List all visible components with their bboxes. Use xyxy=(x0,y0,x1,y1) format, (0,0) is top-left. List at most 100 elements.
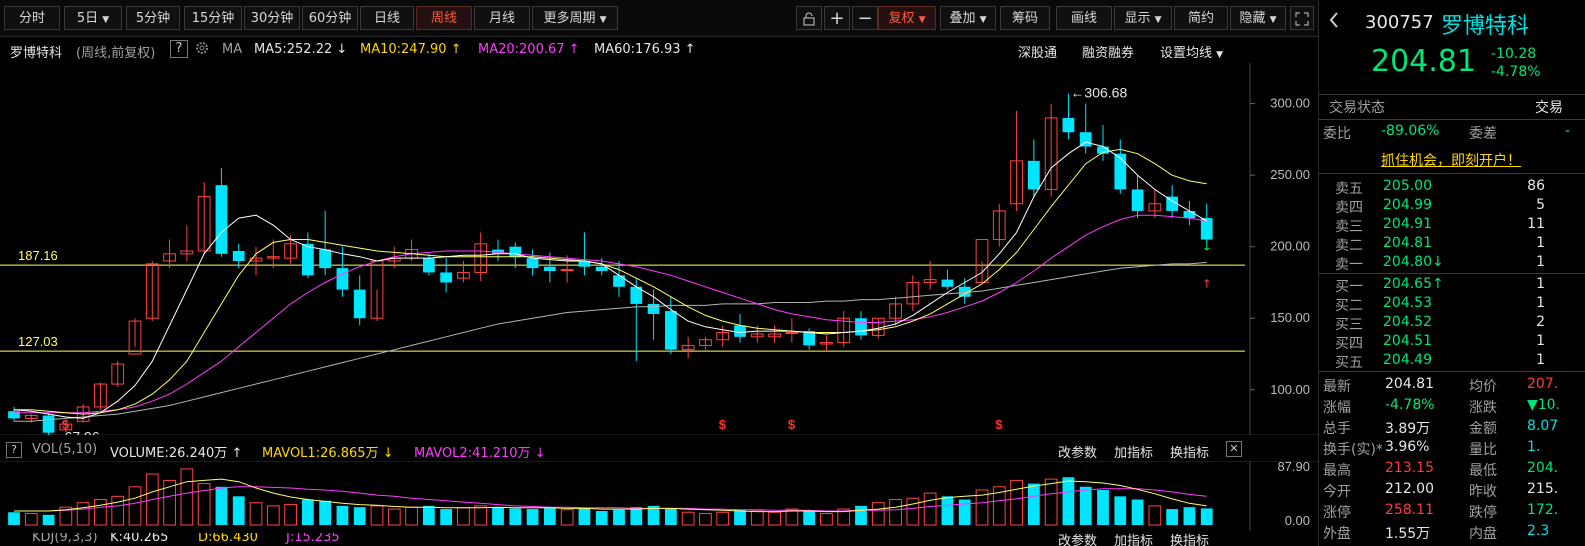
more-periods-dropdown[interactable]: 更多周期 ▼ xyxy=(532,6,618,30)
candle-body-up xyxy=(785,332,799,335)
caret-down-icon: ▼ xyxy=(979,15,987,25)
stat-label: 均价 xyxy=(1469,379,1497,395)
candle-body-up xyxy=(923,279,937,283)
fullscreen-icon[interactable] xyxy=(1290,6,1314,30)
link-shengutong[interactable]: 深股通 xyxy=(1018,46,1058,61)
hide-dropdown[interactable]: 隐藏 ▼ xyxy=(1230,6,1286,30)
volume-bar-up xyxy=(163,479,176,526)
volume-bar-down xyxy=(215,486,228,525)
candle-body-up xyxy=(992,210,1006,241)
simple-mode-button[interactable]: 简约 xyxy=(1174,6,1228,30)
candle-body-down xyxy=(509,246,522,257)
help-icon[interactable]: ? xyxy=(170,40,188,58)
candle-body-up xyxy=(197,196,211,252)
display-dropdown[interactable]: 显示 ▼ xyxy=(1114,6,1172,30)
kdj-switch-indicator[interactable]: 换指标 xyxy=(1170,534,1210,546)
order-price: 204.91 xyxy=(1383,216,1432,232)
volume-bar-down xyxy=(1183,507,1196,525)
stat-label: 金额 xyxy=(1469,421,1497,437)
draw-line-button[interactable]: 画线 xyxy=(1056,6,1112,30)
volume-bar-up xyxy=(24,513,38,526)
kline-chart[interactable]: 300.00 250.00 200.00 150.00 100.00 187.16 127.… xyxy=(0,63,1318,435)
vol-change-params[interactable]: 改参数 xyxy=(1058,446,1098,461)
bid-row[interactable]: 买二 204.53 1 xyxy=(1319,295,1585,314)
candle-body-down xyxy=(1183,210,1196,219)
stat-row: 换手(实)* 3.96% 量比 1. xyxy=(1319,439,1585,458)
bid-row[interactable]: 买一 204.65↑ 1 xyxy=(1319,276,1585,295)
order-level-label: 卖一 xyxy=(1335,257,1363,273)
candle-body-down xyxy=(630,286,643,304)
period-tab-15min[interactable]: 15分钟 xyxy=(184,6,242,30)
ask-row[interactable]: 卖一 204.80↓ 1 xyxy=(1319,254,1585,273)
volume-bar-up xyxy=(94,499,107,526)
divider xyxy=(1319,371,1585,372)
volume-bar-down xyxy=(855,505,867,525)
ask-row[interactable]: 卖五 205.00 86 xyxy=(1319,178,1585,197)
bid-row[interactable]: 买四 204.51 1 xyxy=(1319,333,1585,352)
ask-row[interactable]: 卖四 204.99 5 xyxy=(1319,197,1585,216)
stat-label: 总手 xyxy=(1323,421,1351,437)
kdj-label: KDJ(9,3,3) xyxy=(32,533,98,545)
volume-help-icon[interactable]: ? xyxy=(6,442,22,458)
minus-icon[interactable]: − xyxy=(852,6,878,30)
link-margin-trading[interactable]: 融资融券 xyxy=(1082,46,1135,61)
support-line-label: 187.16 xyxy=(18,248,58,263)
bid-row[interactable]: 买五 204.49 1 xyxy=(1319,352,1585,371)
period-tab-weekly[interactable]: 周线 xyxy=(416,6,472,30)
candle-body-up xyxy=(284,243,297,259)
display-label: 显示 xyxy=(1124,11,1151,26)
period-tab-30min[interactable]: 30分钟 xyxy=(244,6,300,30)
volume-bar-up xyxy=(681,511,695,526)
promo-link[interactable]: 抓住机会，即刻开户！ xyxy=(1381,153,1521,169)
period-tab-fenshi[interactable]: 分时 xyxy=(4,6,60,30)
last-price: 204.81 xyxy=(1371,44,1476,79)
set-ma-dropdown[interactable]: 设置均线 ▼ xyxy=(1160,42,1223,61)
ask-row[interactable]: 卖三 204.91 11 xyxy=(1319,216,1585,235)
order-level-label: 买五 xyxy=(1335,355,1363,371)
period-tab-daily[interactable]: 日线 xyxy=(360,6,414,30)
vol-add-indicator[interactable]: 加指标 xyxy=(1114,446,1154,461)
kdj-add-indicator[interactable]: 加指标 xyxy=(1114,534,1154,546)
ma20-value: MA20:200.67 ↑ xyxy=(478,42,580,57)
stat-row: 外盘 1.55万 内盘 2.3 xyxy=(1319,523,1585,542)
arrow-down-icon: ↓ xyxy=(336,42,348,57)
volume-chart[interactable]: 87.90 0.00 xyxy=(0,461,1318,531)
plus-icon[interactable]: + xyxy=(824,6,850,30)
candle-body-up xyxy=(820,342,833,345)
trade-status-value: 交易 xyxy=(1535,100,1563,116)
open-account-promo[interactable]: 抓住机会，即刻开户！ xyxy=(1319,150,1585,169)
arrow-up-icon: ↑ xyxy=(684,42,696,57)
close-icon[interactable]: ✕ xyxy=(1226,441,1242,457)
vol-switch-indicator[interactable]: 换指标 xyxy=(1170,446,1210,461)
volume-bar-up xyxy=(197,483,211,526)
period-tab-60min[interactable]: 60分钟 xyxy=(302,6,358,30)
kdj-change-params[interactable]: 改参数 xyxy=(1058,534,1098,546)
fuquan-dropdown[interactable]: 复权 ▼ xyxy=(878,6,936,30)
stat-label: 涨跌 xyxy=(1469,400,1497,416)
bid-row[interactable]: 买三 204.52 2 xyxy=(1319,314,1585,333)
volume-bar-down xyxy=(509,508,522,525)
stat-value: ▼10. xyxy=(1527,397,1561,413)
period-tab-5day[interactable]: 5日 ▼ xyxy=(64,6,122,30)
order-volume: 1 xyxy=(1536,276,1545,292)
stat-value: 1. xyxy=(1527,439,1541,455)
period-tab-monthly[interactable]: 月线 xyxy=(474,6,530,30)
lock-icon[interactable] xyxy=(796,6,822,30)
overlay-dropdown[interactable]: 叠加 ▼ xyxy=(940,6,996,30)
period-tab-5min[interactable]: 5分钟 xyxy=(126,6,180,30)
volume-tick-label: 87.90 xyxy=(1277,461,1310,474)
candle-body-up xyxy=(1148,203,1162,212)
arrow-up-icon: ↑ xyxy=(1202,277,1212,291)
candle-body-down xyxy=(353,289,366,319)
chips-button[interactable]: 筹码 xyxy=(1000,6,1050,30)
order-price: 204.99 xyxy=(1383,197,1432,213)
max-price-annotation: ←306.68 xyxy=(1070,85,1127,101)
settings-gear-icon[interactable] xyxy=(194,40,210,60)
mavol1-line xyxy=(14,478,1207,513)
volume-bar-up xyxy=(249,502,263,526)
volume-bar-up xyxy=(923,492,937,526)
volume-bar-up xyxy=(145,473,159,526)
ask-row[interactable]: 卖二 204.81 1 xyxy=(1319,235,1585,254)
chart-mode-label: (周线,前复权) xyxy=(76,46,156,61)
search-icon[interactable] xyxy=(1327,10,1341,34)
